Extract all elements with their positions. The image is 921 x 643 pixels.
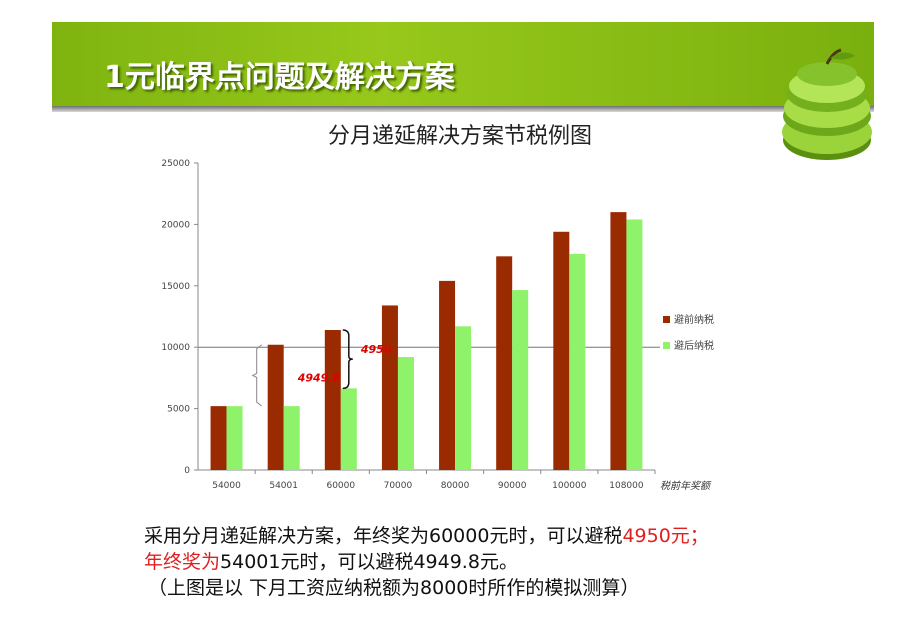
brace-54001 bbox=[251, 344, 263, 407]
bar-before-100000 bbox=[553, 231, 570, 470]
bar-after-80000 bbox=[455, 326, 472, 470]
bar-before-54000 bbox=[210, 406, 227, 470]
legend-swatch-1 bbox=[663, 342, 670, 349]
text-line-1-b: 4950元； bbox=[622, 525, 709, 547]
bar-before-108000 bbox=[610, 212, 627, 470]
x-tick-label: 54001 bbox=[269, 481, 298, 491]
legend-label-1: 避后纳税 bbox=[674, 339, 714, 352]
x-tick-label: 80000 bbox=[441, 481, 470, 491]
y-tick-label: 10000 bbox=[161, 343, 190, 353]
title-banner bbox=[52, 22, 874, 106]
x-tick-label: 54000 bbox=[212, 481, 241, 491]
x-tick-label: 100000 bbox=[552, 481, 587, 491]
green-apple-image bbox=[782, 48, 872, 160]
legend-swatch-0 bbox=[663, 316, 670, 323]
text-line-1: 采用分月递延解决方案，年终奖为60000元时，可以避税4950元； bbox=[144, 523, 709, 549]
bar-before-90000 bbox=[496, 256, 513, 470]
annotation-54001: 4949.8 bbox=[297, 371, 341, 384]
y-tick-label: 5000 bbox=[167, 405, 190, 415]
text-line-2: 年终奖为54001元时，可以避税4949.8元。 bbox=[144, 549, 709, 575]
slide-title: 1元临界点问题及解决方案 bbox=[104, 60, 455, 95]
banner-divider bbox=[52, 106, 874, 112]
brace-60000 bbox=[342, 329, 353, 390]
y-tick-label: 15000 bbox=[161, 282, 190, 292]
text-line-2-b: 54001元时，可以避税4949.8元。 bbox=[220, 551, 518, 573]
text-line-1-a: 采用分月递延解决方案，年终奖为60000元时，可以避税 bbox=[144, 525, 623, 547]
x-tick-label: 90000 bbox=[498, 481, 527, 491]
bar-before-54001 bbox=[267, 344, 284, 470]
bar-after-70000 bbox=[397, 357, 414, 470]
bar-after-108000 bbox=[626, 219, 643, 470]
bar-before-60000 bbox=[324, 330, 341, 470]
x-axis-label: 税前年奖额 bbox=[660, 480, 712, 492]
body-text: 采用分月递延解决方案，年终奖为60000元时，可以避税4950元； 年终奖为54… bbox=[144, 523, 709, 601]
annotation-60000: 4950 bbox=[360, 343, 392, 356]
bar-after-54000 bbox=[226, 406, 243, 470]
text-line-3: （上图是以 下月工资应纳税额为8000时所作的模拟测算） bbox=[148, 577, 640, 599]
chart-title: 分月递延解决方案节税例图 bbox=[327, 124, 592, 149]
legend-label-0: 避前纳税 bbox=[674, 313, 714, 326]
y-tick-label: 25000 bbox=[161, 159, 190, 169]
bar-after-90000 bbox=[512, 290, 529, 470]
bar-after-54001 bbox=[283, 406, 300, 470]
bar-before-70000 bbox=[381, 305, 398, 470]
text-line-2-a: 年终奖为 bbox=[144, 551, 221, 573]
y-tick-label: 0 bbox=[184, 466, 190, 476]
x-tick-label: 108000 bbox=[609, 481, 644, 491]
y-tick-label: 20000 bbox=[161, 220, 190, 230]
x-tick-label: 70000 bbox=[384, 481, 413, 491]
bar-before-80000 bbox=[439, 280, 456, 470]
bar-after-100000 bbox=[569, 253, 586, 470]
bar-after-60000 bbox=[340, 388, 357, 470]
x-tick-label: 60000 bbox=[326, 481, 355, 491]
